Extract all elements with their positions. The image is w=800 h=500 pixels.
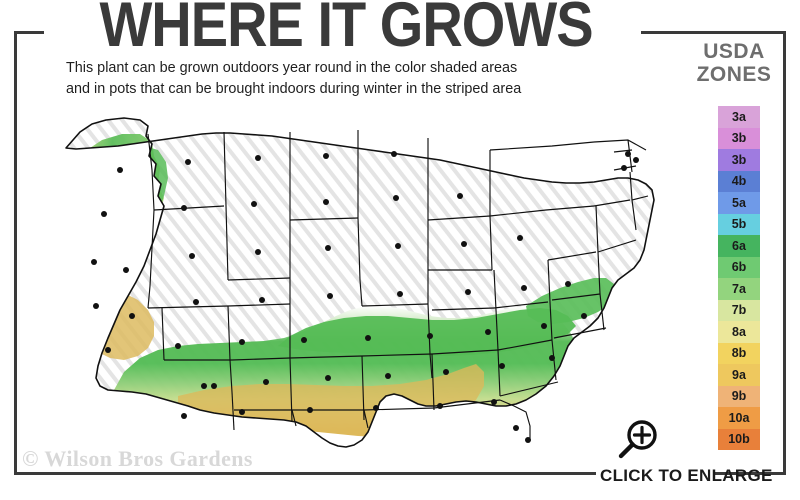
- legend-heading-line-1: USDA: [703, 40, 765, 63]
- legend-heading: USDA ZONES: [678, 40, 790, 86]
- legend-swatch-label: 7b: [731, 303, 747, 318]
- legend-swatch-8a-10[interactable]: 8a: [718, 321, 760, 343]
- legend-swatch-3a-0[interactable]: 3a: [718, 106, 760, 128]
- subtitle-line-1: This plant can be grown outdoors year ro…: [66, 60, 518, 76]
- legend-swatch-10b-15[interactable]: 10b: [718, 428, 760, 450]
- legend-swatch-9b-13[interactable]: 9b: [718, 385, 760, 407]
- legend-heading-line-2: ZONES: [696, 63, 772, 86]
- legend-swatch-4b-3[interactable]: 4b: [718, 170, 760, 192]
- frame-border-top-right: [641, 31, 786, 34]
- legend-swatch-label: 3b: [731, 152, 747, 167]
- legend-swatch-label: 8b: [731, 346, 747, 361]
- legend-swatch-5b-5[interactable]: 5b: [718, 213, 760, 235]
- frame-bottom-gap: [596, 466, 714, 482]
- frame-border-top-left: [14, 31, 44, 34]
- legend-swatch-label: 5a: [732, 195, 746, 210]
- usda-zone-map[interactable]: [28, 110, 678, 450]
- legend-swatch-label: 10a: [728, 410, 750, 425]
- legend-swatch-6b-7[interactable]: 6b: [718, 256, 760, 278]
- legend-swatch-label: 6a: [732, 238, 746, 253]
- legend-swatch-10a-14[interactable]: 10a: [718, 407, 760, 429]
- legend-swatch-7b-9[interactable]: 7b: [718, 299, 760, 321]
- legend-swatch-9a-12[interactable]: 9a: [718, 364, 760, 386]
- subtitle-line-2: and in pots that can be brought indoors …: [66, 81, 522, 97]
- legend-swatch-label: 5b: [731, 217, 747, 232]
- legend-swatch-3b-2[interactable]: 3b: [718, 149, 760, 171]
- frame-border-bottom: [14, 472, 786, 475]
- legend-swatch-5a-4[interactable]: 5a: [718, 192, 760, 214]
- frame-border-right: [783, 31, 786, 475]
- subtitle: This plant can be grown outdoors year ro…: [66, 58, 626, 100]
- legend-swatch-label: 9b: [731, 389, 747, 404]
- legend-swatch-label: 7a: [732, 281, 746, 296]
- click-to-enlarge-label[interactable]: CLICK TO ENLARGE: [600, 466, 773, 485]
- legend-swatch-6a-6[interactable]: 6a: [718, 235, 760, 257]
- legend-swatch-7a-8[interactable]: 7a: [718, 278, 760, 300]
- legend-swatch-label: 3b: [731, 131, 747, 146]
- city-dots: [91, 151, 639, 443]
- frame-border-left: [14, 31, 17, 475]
- legend-swatch-label: 10b: [728, 432, 750, 447]
- legend-swatch-3b-1[interactable]: 3b: [718, 127, 760, 149]
- legend-swatch-8b-11[interactable]: 8b: [718, 342, 760, 364]
- state-boundaries: [65, 117, 655, 448]
- legend-swatch-label: 3a: [732, 109, 746, 124]
- magnifier-plus-icon[interactable]: [614, 418, 660, 464]
- legend-swatch-label: 8a: [732, 324, 746, 339]
- legend-swatch-label: 4b: [731, 174, 747, 189]
- usda-zone-legend: 3a 3b 3b 4b 5a 5b 6a 6b 7a 7b 8a 8b 9a 9b 10a 10b: [718, 106, 760, 450]
- page-title: WHERE IT GROWS: [99, 0, 593, 60]
- copyright-watermark: © Wilson Bros Gardens: [22, 446, 253, 471]
- legend-swatch-label: 6b: [731, 260, 747, 275]
- legend-swatch-label: 9a: [732, 367, 746, 382]
